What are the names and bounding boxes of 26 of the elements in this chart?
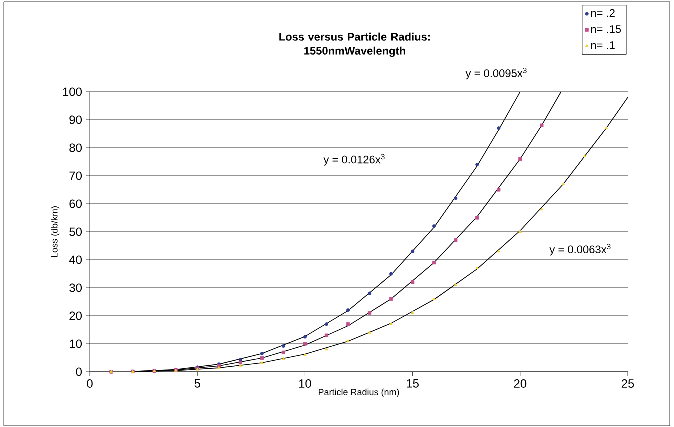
legend-label: n= .15 bbox=[591, 26, 622, 34]
y-tick-label: 20 bbox=[70, 312, 82, 320]
y-tick-label: 40 bbox=[69, 256, 82, 264]
x-tick-label: 25 bbox=[622, 380, 634, 388]
annotation: y = 0.0063x$^{3}$ bbox=[550, 244, 611, 256]
legend-label: n= .1 bbox=[591, 42, 615, 50]
y-tick-label: 60 bbox=[70, 200, 82, 208]
legend-label: n= .2 bbox=[591, 9, 615, 18]
x-tick-label: 10 bbox=[299, 380, 312, 388]
y-tick-label: 10 bbox=[70, 340, 82, 348]
y-tick-label: 100 bbox=[63, 88, 82, 96]
text: y = 0.0095x$^{3}$ bbox=[466, 68, 527, 80]
y-tick-label: 80 bbox=[70, 144, 82, 152]
x-tick-label: 0 bbox=[87, 380, 93, 388]
y-tick-label: 30 bbox=[70, 284, 82, 292]
y-tick-label: 0 bbox=[76, 368, 82, 376]
y-tick-label: 90 bbox=[70, 116, 82, 124]
x-tick-label: 5 bbox=[194, 380, 200, 388]
x-axis-title: Particle Radius (nm) bbox=[318, 388, 400, 398]
y-tick-label: 50 bbox=[70, 228, 82, 236]
x-tick-label: 15 bbox=[407, 380, 419, 388]
x-tick-label: 20 bbox=[514, 380, 527, 388]
annotation: y = 0.0126x$^{3}$ bbox=[324, 154, 385, 166]
chart-title: Loss versus Particle Radius: 1550nmWavelength bbox=[280, 32, 430, 58]
y-axis-title: Loss (db/km) bbox=[51, 206, 60, 258]
y-tick-label: 70 bbox=[70, 172, 82, 180]
